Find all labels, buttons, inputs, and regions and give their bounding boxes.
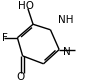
- Text: O: O: [17, 72, 25, 82]
- Text: F: F: [2, 33, 8, 43]
- Text: NH: NH: [58, 15, 73, 25]
- Text: HO: HO: [18, 1, 34, 11]
- Text: N: N: [63, 47, 70, 57]
